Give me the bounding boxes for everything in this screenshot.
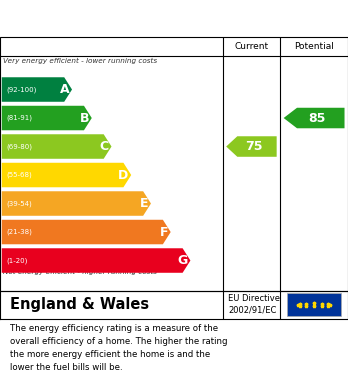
Text: (69-80): (69-80) [6, 143, 32, 150]
Text: Current: Current [234, 42, 269, 51]
Text: F: F [159, 226, 168, 239]
Text: A: A [60, 83, 69, 96]
Text: (21-38): (21-38) [6, 229, 32, 235]
Polygon shape [2, 77, 72, 102]
Text: Energy Efficiency Rating: Energy Efficiency Rating [14, 11, 224, 26]
Text: (81-91): (81-91) [6, 115, 32, 121]
Polygon shape [2, 220, 171, 244]
Polygon shape [226, 136, 277, 157]
Text: D: D [118, 169, 128, 181]
Text: E: E [140, 197, 148, 210]
Text: EU Directive
2002/91/EC: EU Directive 2002/91/EC [228, 294, 280, 315]
Text: 85: 85 [308, 111, 325, 124]
Polygon shape [2, 163, 131, 187]
Text: C: C [100, 140, 109, 153]
Text: Potential: Potential [294, 42, 334, 51]
Text: (92-100): (92-100) [6, 86, 36, 93]
Text: Not energy efficient - higher running costs: Not energy efficient - higher running co… [3, 269, 158, 275]
Bar [287, 294, 341, 316]
Text: (1-20): (1-20) [6, 257, 27, 264]
Text: The energy efficiency rating is a measure of the
overall efficiency of a home. T: The energy efficiency rating is a measur… [10, 325, 228, 372]
Text: Very energy efficient - lower running costs: Very energy efficient - lower running co… [3, 57, 158, 64]
Text: England & Wales: England & Wales [10, 298, 150, 312]
Polygon shape [2, 191, 151, 216]
Polygon shape [284, 108, 345, 128]
Text: (55-68): (55-68) [6, 172, 32, 178]
Text: G: G [177, 254, 188, 267]
Text: 75: 75 [245, 140, 262, 153]
Text: (39-54): (39-54) [6, 200, 32, 207]
Text: B: B [79, 111, 89, 124]
Polygon shape [2, 134, 111, 159]
Polygon shape [2, 106, 92, 130]
Polygon shape [2, 248, 190, 273]
